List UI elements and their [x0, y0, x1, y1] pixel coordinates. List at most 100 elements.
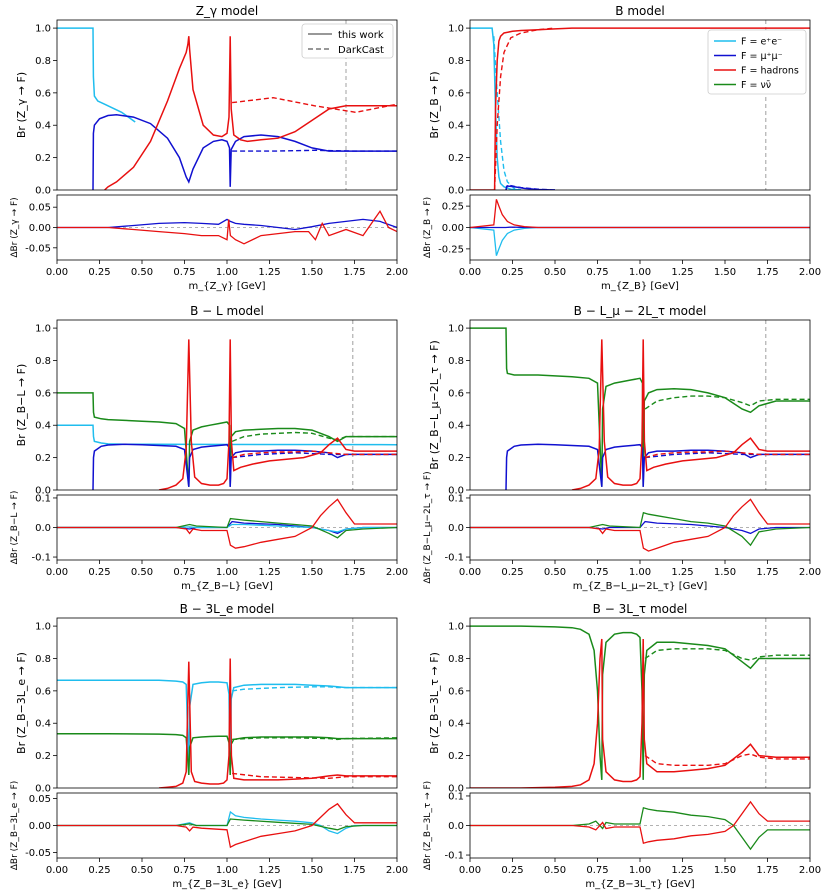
delta-line-mumu: [57, 218, 397, 231]
delta-plot-area: [57, 210, 397, 245]
delta-line-nunu: [57, 517, 397, 539]
x-tick-label: 0.00: [46, 865, 68, 876]
chart-title: B − 3L_e model: [180, 602, 275, 616]
x-tick-label: 0.75: [586, 865, 608, 876]
x-tick-label: 1.75: [343, 567, 365, 578]
chart-title: B − L model: [190, 304, 264, 318]
x-tick-label: 1.50: [301, 267, 323, 278]
x-axis-label: m_{Z_B−L_μ−2L_τ} [GeV]: [573, 581, 708, 592]
y-tick-label: 0.0: [35, 784, 51, 795]
main-axes-frame: [56, 319, 398, 491]
y-tick-label: 0.6: [35, 388, 51, 399]
y-tick-label: 0.6: [35, 88, 51, 99]
x-tick-label: 2.00: [799, 865, 821, 876]
x-tick-label: 0.25: [501, 267, 523, 278]
x-tick-label: 1.00: [216, 865, 238, 876]
x-tick-label: 1.75: [756, 865, 778, 876]
main-plot-area: [57, 20, 397, 190]
x-tick-label: 0.25: [88, 567, 110, 578]
y-tick-label: 0.4: [35, 719, 51, 730]
delta-tick-label: 0.0: [448, 523, 464, 534]
x-tick-label: 1.00: [216, 567, 238, 578]
x-tick-label: 1.50: [301, 865, 323, 876]
series-darkcast-nunu: [644, 395, 810, 410]
legend-label-hadrons: F = hadrons: [741, 66, 799, 77]
series-line-hadrons: [470, 638, 810, 788]
x-tick-label: 1.75: [756, 567, 778, 578]
x-tick-label: 0.50: [131, 567, 153, 578]
x-tick-label: 0.25: [501, 865, 523, 876]
main-plot-area: [470, 618, 810, 788]
x-tick-label: 0.50: [544, 567, 566, 578]
y-tick-label: 0.2: [35, 751, 51, 762]
x-tick-label: 1.50: [714, 567, 736, 578]
delta-line-hadrons: [57, 210, 397, 245]
x-tick-label: 1.25: [671, 267, 693, 278]
x-tick-label: 0.25: [88, 865, 110, 876]
y-tick-label: 0.6: [448, 388, 464, 399]
x-axis-label: m_{Z_γ} [GeV]: [189, 281, 266, 292]
series-line-nunu: [470, 327, 810, 487]
y-tick-label: 0.8: [448, 356, 464, 367]
series-darkcast-hadrons: [644, 450, 810, 459]
delta-axis-label: ΔBr (Z_B → F): [423, 197, 433, 258]
delta-tick-label: 0.1: [35, 493, 51, 504]
series-line-hadrons: [470, 27, 810, 190]
series-line-nunu: [57, 392, 397, 487]
y-tick-label: 0.2: [448, 453, 464, 464]
y-tick-label: 0.8: [448, 56, 464, 67]
x-tick-label: 0.25: [88, 267, 110, 278]
y-tick-label: 0.2: [35, 153, 51, 164]
y-axis-label: Br (Z_γ → F): [15, 72, 28, 138]
y-axis-label: Br (Z_B−L_μ−2L_τ → F): [428, 340, 441, 470]
main-plot-area: [57, 618, 397, 788]
x-tick-label: 1.00: [629, 267, 651, 278]
series-darkcast-ee: [232, 686, 397, 692]
delta-tick-label: -0.1: [444, 851, 464, 862]
main-axes-frame: [469, 19, 811, 191]
delta-tick-label: 0.0: [35, 523, 51, 534]
y-tick-label: 0.0: [35, 486, 51, 497]
delta-line-hadrons: [470, 498, 810, 552]
delta-line-hadrons: [470, 199, 810, 229]
series-darkcast-ee: [493, 36, 522, 190]
main-plot-area: [57, 320, 397, 490]
delta-line-hadrons: [57, 498, 397, 549]
x-tick-label: 2.00: [386, 865, 408, 876]
delta-line-hadrons: [470, 800, 810, 845]
chart-title: B model: [615, 4, 664, 18]
x-tick-label: 1.25: [258, 567, 280, 578]
delta-tick-label: 0.05: [29, 794, 51, 805]
series-line-ee: [57, 679, 397, 772]
y-tick-label: 1.0: [35, 622, 51, 633]
main-axes-frame: [469, 617, 811, 789]
x-tick-label: 1.00: [216, 267, 238, 278]
delta-plot-area: [57, 498, 397, 549]
delta-tick-label: 0.00: [442, 223, 464, 234]
x-tick-label: 0.00: [459, 267, 481, 278]
chart-panel: B − 3L_e model 0.0 0.2 0.4 0.6 0.8 1.0 Br (Z_B−…: [10, 602, 408, 890]
x-tick-label: 0.75: [586, 267, 608, 278]
legend-solid-label: this work: [338, 30, 384, 41]
y-tick-label: 0.6: [35, 686, 51, 697]
y-tick-label: 0.4: [35, 121, 51, 132]
y-tick-label: 0.4: [35, 421, 51, 432]
chart-panel: B − L_μ − 2L_τ model 0.0 0.2 0.4 0.6 0.8 1.0 Br…: [423, 304, 821, 592]
delta-line-nunu: [57, 818, 397, 831]
y-tick-label: 0.8: [35, 56, 51, 67]
x-tick-label: 0.50: [131, 267, 153, 278]
y-tick-label: 0.0: [448, 486, 464, 497]
delta-line-ee: [470, 226, 810, 256]
y-axis-label: Br (Z_B → F): [428, 71, 441, 138]
x-tick-label: 1.25: [671, 865, 693, 876]
y-tick-label: 0.8: [448, 654, 464, 665]
x-axis-label: m_{Z_B−3L_τ} [GeV]: [585, 879, 694, 890]
x-tick-label: 1.75: [756, 267, 778, 278]
series-line-ee: [57, 27, 136, 123]
delta-plot-area: [57, 802, 397, 849]
y-tick-label: 0.0: [448, 186, 464, 197]
y-tick-label: 0.2: [448, 153, 464, 164]
series-line-hadrons: [571, 339, 810, 490]
series-line-hadrons: [104, 36, 397, 190]
